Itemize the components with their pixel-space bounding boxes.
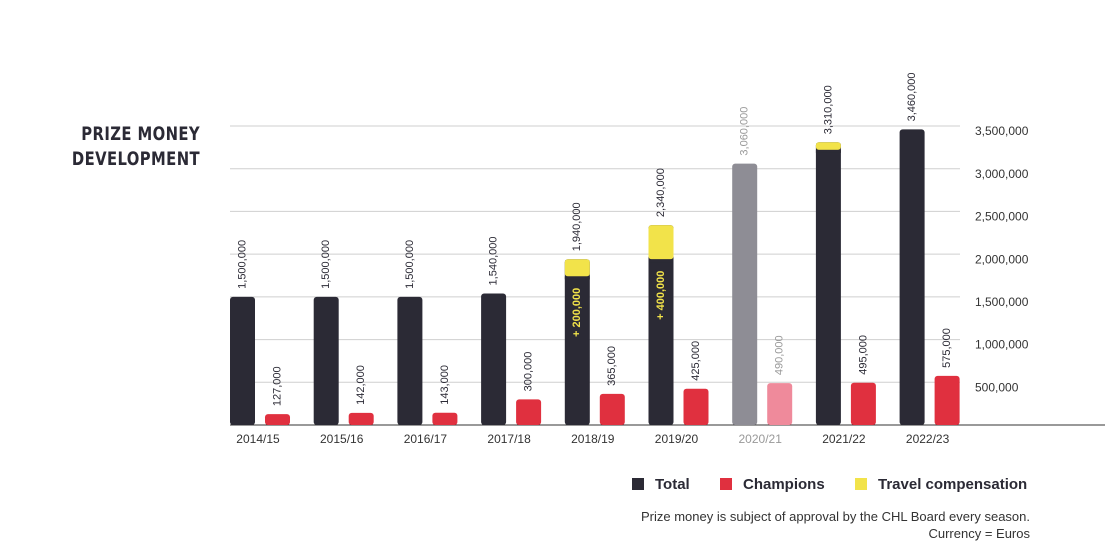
value-label: 425,000 [690, 341, 702, 381]
note: Prize money is subject of approval by th… [641, 509, 1030, 524]
legend-label: Champions [743, 476, 825, 493]
bar [850, 382, 876, 425]
bar [599, 393, 625, 425]
bar [934, 375, 960, 425]
value-label: 1,940,000 [571, 202, 583, 251]
x-tick-label: 2015/16 [320, 432, 364, 446]
value-label: 1,500,000 [236, 240, 248, 289]
legend-label: Total [655, 476, 690, 493]
x-tick-label: 2016/17 [404, 432, 448, 446]
legend-marker [855, 478, 867, 490]
value-label: 142,000 [355, 365, 367, 405]
bar-segment-divider [815, 149, 841, 153]
bar-segment [815, 142, 841, 150]
value-label: 490,000 [774, 335, 786, 375]
value-label: 1,500,000 [320, 240, 332, 289]
y-tick-label: 2,500,000 [975, 210, 1029, 224]
value-label: 3,460,000 [906, 72, 918, 121]
value-label: 365,000 [606, 346, 618, 386]
bar [683, 388, 709, 425]
bar-segment [564, 259, 590, 277]
value-label: 127,000 [271, 366, 283, 406]
bar [230, 296, 255, 425]
bar [564, 259, 590, 425]
x-tick-label: 2017/18 [487, 432, 531, 446]
x-tick-label: 2019/20 [655, 432, 699, 446]
value-label: + 400,000 [655, 271, 667, 320]
value-label: 1,540,000 [488, 237, 500, 286]
legend-marker [720, 478, 732, 490]
bar [348, 412, 374, 425]
bar [648, 225, 674, 425]
y-tick-label: 2,000,000 [975, 252, 1029, 266]
note: Currency = Euros [928, 526, 1030, 541]
y-tick-label: 1,500,000 [975, 295, 1029, 309]
bar-segment-divider [648, 259, 674, 263]
bar [516, 399, 542, 425]
legend-marker [632, 478, 644, 490]
bar [313, 296, 339, 425]
value-label: 3,310,000 [822, 85, 834, 134]
value-label: 2,340,000 [655, 168, 667, 217]
y-tick-label: 3,000,000 [975, 167, 1029, 181]
chart-title: PRIZE MONEY DEVELOPMENT [71, 123, 200, 170]
x-tick-label: 2020/21 [739, 432, 783, 446]
x-tick-label: 2014/15 [236, 432, 280, 446]
notes: Prize money is subject of approval by th… [641, 508, 1030, 542]
value-label: 300,000 [523, 352, 535, 392]
bar [481, 293, 507, 425]
y-tick-label: 1,000,000 [975, 338, 1029, 352]
x-tick-label: 2018/19 [571, 432, 615, 446]
bar [767, 383, 793, 425]
value-label: 1,500,000 [404, 240, 416, 289]
value-label: 3,060,000 [739, 107, 751, 156]
bar [732, 163, 758, 426]
value-label: 495,000 [857, 335, 869, 375]
bar [815, 142, 841, 425]
value-label: + 200,000 [571, 288, 583, 337]
value-label: 143,000 [439, 365, 451, 405]
legend-label: Travel compensation [878, 476, 1027, 493]
y-tick-label: 3,500,000 [975, 124, 1029, 138]
value-label: 575,000 [941, 328, 953, 368]
bar [899, 129, 925, 425]
bar [432, 412, 458, 425]
bar [397, 296, 423, 425]
bar-segment [648, 225, 674, 260]
x-tick-label: 2021/22 [822, 432, 866, 446]
bar-segment-divider [564, 276, 590, 280]
bar [265, 414, 290, 425]
x-tick-label: 2022/23 [906, 432, 950, 446]
y-tick-label: 500,000 [975, 380, 1019, 394]
